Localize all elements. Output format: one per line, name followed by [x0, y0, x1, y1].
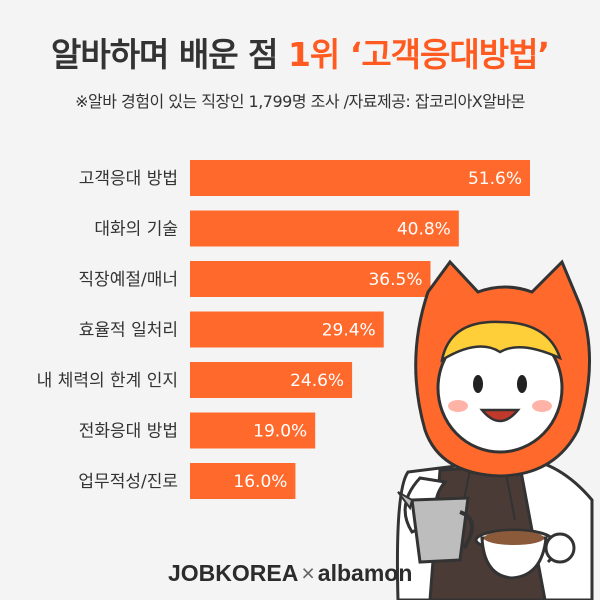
category-label: 직장예절/매너: [78, 270, 178, 290]
title-highlight: 1위 ‘고객응대방법’: [287, 35, 550, 74]
bar: [190, 311, 384, 348]
category-label: 대화의 기술: [94, 220, 178, 240]
value-label: 51.6%: [468, 169, 522, 189]
category-label: 내 체력의 한계 인지: [37, 371, 178, 391]
category-label: 효율적 일처리: [79, 321, 178, 341]
bar: [190, 463, 296, 499]
page-title: 알바하며 배운 점 1위 ‘고객응대방법’: [0, 28, 600, 76]
value-label: 36.5%: [368, 270, 422, 290]
category-label: 고객응대 방법: [79, 169, 178, 189]
bar: [190, 412, 316, 449]
albamon-logo: albamon: [317, 560, 413, 586]
bar: [190, 261, 431, 297]
value-label: 24.6%: [290, 371, 344, 391]
page-subtitle: ※알바 경험이 있는 직장인 1,799명 조사 /자료제공: 잡코리아X알바몬: [75, 92, 525, 111]
bar: [190, 160, 530, 196]
category-label: 업무적성/진로: [78, 472, 178, 492]
bar: [190, 362, 353, 398]
value-label: 29.4%: [322, 321, 376, 341]
category-label: 전화응대 방법: [79, 422, 178, 442]
jobkorea-logo: JOBKOREA: [168, 560, 299, 586]
title-main: 알바하며 배운 점: [50, 35, 278, 74]
brand-separator: ×: [301, 560, 315, 586]
bar: [190, 210, 459, 247]
brand-footer: JOBKOREA × albamon: [168, 560, 412, 587]
value-label: 40.8%: [397, 220, 451, 240]
value-label: 16.0%: [233, 472, 287, 492]
value-label: 19.0%: [253, 422, 307, 442]
